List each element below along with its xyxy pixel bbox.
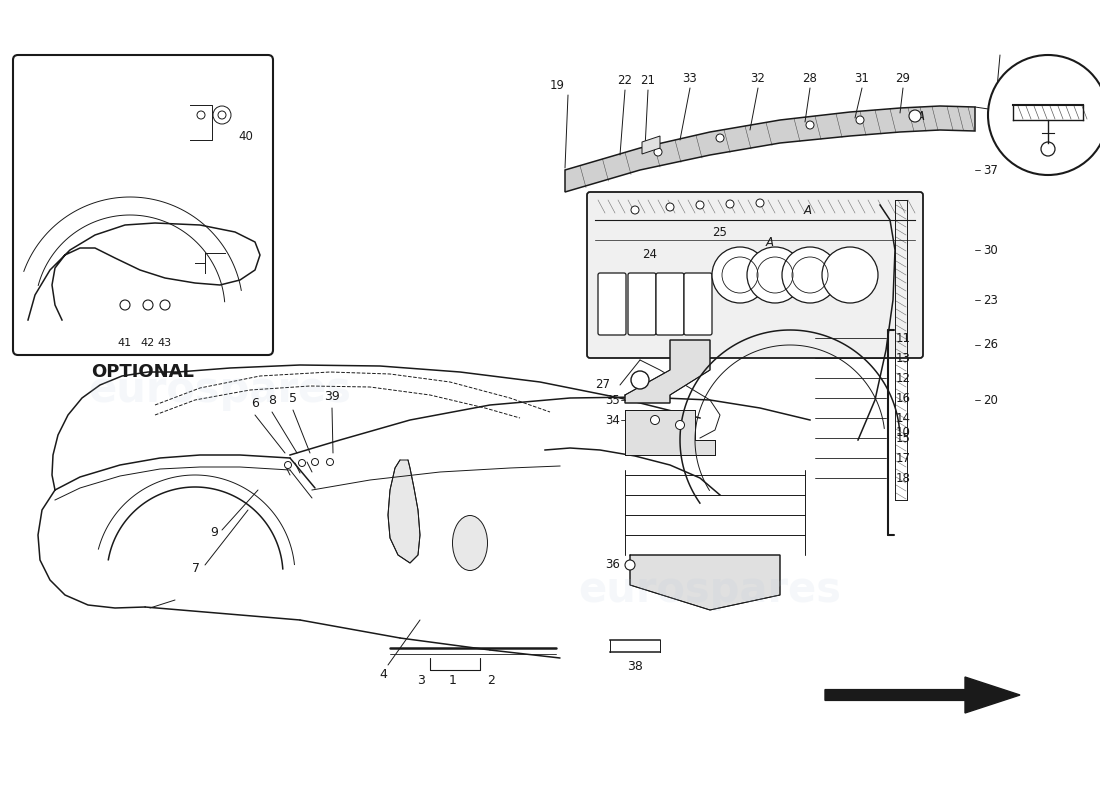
FancyBboxPatch shape [684, 273, 712, 335]
Circle shape [327, 458, 333, 466]
Text: 6: 6 [251, 397, 258, 410]
Text: 7: 7 [192, 562, 200, 574]
Circle shape [675, 421, 684, 430]
Polygon shape [625, 410, 715, 455]
Text: 8: 8 [268, 394, 276, 407]
Circle shape [285, 462, 292, 469]
Text: 12: 12 [896, 371, 911, 385]
Text: 1: 1 [449, 674, 456, 686]
Text: A: A [804, 203, 812, 217]
Text: 22: 22 [617, 74, 632, 87]
Text: 18: 18 [896, 471, 911, 485]
Text: 43: 43 [158, 338, 172, 348]
Circle shape [716, 134, 724, 142]
Text: 40: 40 [238, 130, 253, 143]
Text: 41: 41 [118, 338, 132, 348]
Text: OPTIONAL: OPTIONAL [91, 363, 195, 381]
Ellipse shape [452, 515, 487, 570]
Text: 16: 16 [896, 391, 911, 405]
Circle shape [311, 458, 319, 466]
Text: 39: 39 [324, 390, 340, 403]
Text: eurospares: eurospares [579, 569, 842, 611]
FancyBboxPatch shape [628, 273, 656, 335]
FancyBboxPatch shape [598, 273, 626, 335]
Circle shape [856, 116, 864, 124]
Polygon shape [388, 460, 420, 563]
Text: 21: 21 [640, 74, 656, 87]
Circle shape [712, 247, 768, 303]
Circle shape [666, 203, 674, 211]
Text: 26: 26 [983, 338, 998, 351]
Circle shape [625, 560, 635, 570]
Text: 13: 13 [896, 351, 911, 365]
Text: 15: 15 [896, 431, 911, 445]
FancyBboxPatch shape [587, 192, 923, 358]
Text: 2: 2 [487, 674, 495, 686]
Text: 5: 5 [289, 392, 297, 405]
Text: 34: 34 [605, 414, 620, 426]
Circle shape [726, 200, 734, 208]
Circle shape [756, 199, 764, 207]
FancyBboxPatch shape [656, 273, 684, 335]
Polygon shape [825, 677, 1020, 713]
Text: 32: 32 [750, 72, 766, 85]
Text: A: A [917, 110, 925, 122]
Text: 37: 37 [983, 163, 998, 177]
Polygon shape [565, 106, 975, 192]
Text: 42: 42 [141, 338, 155, 348]
Circle shape [909, 110, 921, 122]
Circle shape [631, 206, 639, 214]
FancyBboxPatch shape [13, 55, 273, 355]
Text: 29: 29 [895, 72, 911, 85]
Circle shape [650, 415, 660, 425]
Circle shape [696, 201, 704, 209]
Text: 36: 36 [605, 558, 620, 571]
Text: 4: 4 [379, 668, 387, 681]
Polygon shape [625, 340, 710, 403]
Circle shape [120, 300, 130, 310]
Circle shape [806, 121, 814, 129]
Circle shape [213, 106, 231, 124]
Text: eurospares: eurospares [88, 369, 352, 411]
Circle shape [631, 371, 649, 389]
Text: 27: 27 [595, 378, 610, 391]
Text: 10: 10 [896, 426, 911, 439]
Text: 19: 19 [550, 79, 565, 92]
Text: A: A [766, 237, 774, 250]
Text: 9: 9 [210, 526, 218, 539]
Circle shape [298, 459, 306, 466]
Text: 17: 17 [896, 451, 911, 465]
Circle shape [911, 112, 918, 120]
Polygon shape [642, 136, 660, 154]
Text: 38: 38 [627, 660, 642, 673]
Text: 3: 3 [417, 674, 425, 686]
Circle shape [988, 55, 1100, 175]
Circle shape [822, 247, 878, 303]
Text: 11: 11 [896, 331, 911, 345]
Circle shape [747, 247, 803, 303]
Text: 23: 23 [983, 294, 998, 306]
Text: 20: 20 [983, 394, 998, 406]
Text: 25: 25 [713, 226, 727, 239]
Polygon shape [630, 555, 780, 610]
Circle shape [160, 300, 170, 310]
Text: 14: 14 [896, 411, 911, 425]
Circle shape [782, 247, 838, 303]
Text: 31: 31 [855, 72, 869, 85]
Text: 33: 33 [683, 72, 697, 85]
Text: 28: 28 [803, 72, 817, 85]
Circle shape [654, 148, 662, 156]
Text: 35: 35 [605, 394, 620, 406]
Text: 30: 30 [983, 243, 998, 257]
Text: 24: 24 [642, 249, 658, 262]
Circle shape [143, 300, 153, 310]
